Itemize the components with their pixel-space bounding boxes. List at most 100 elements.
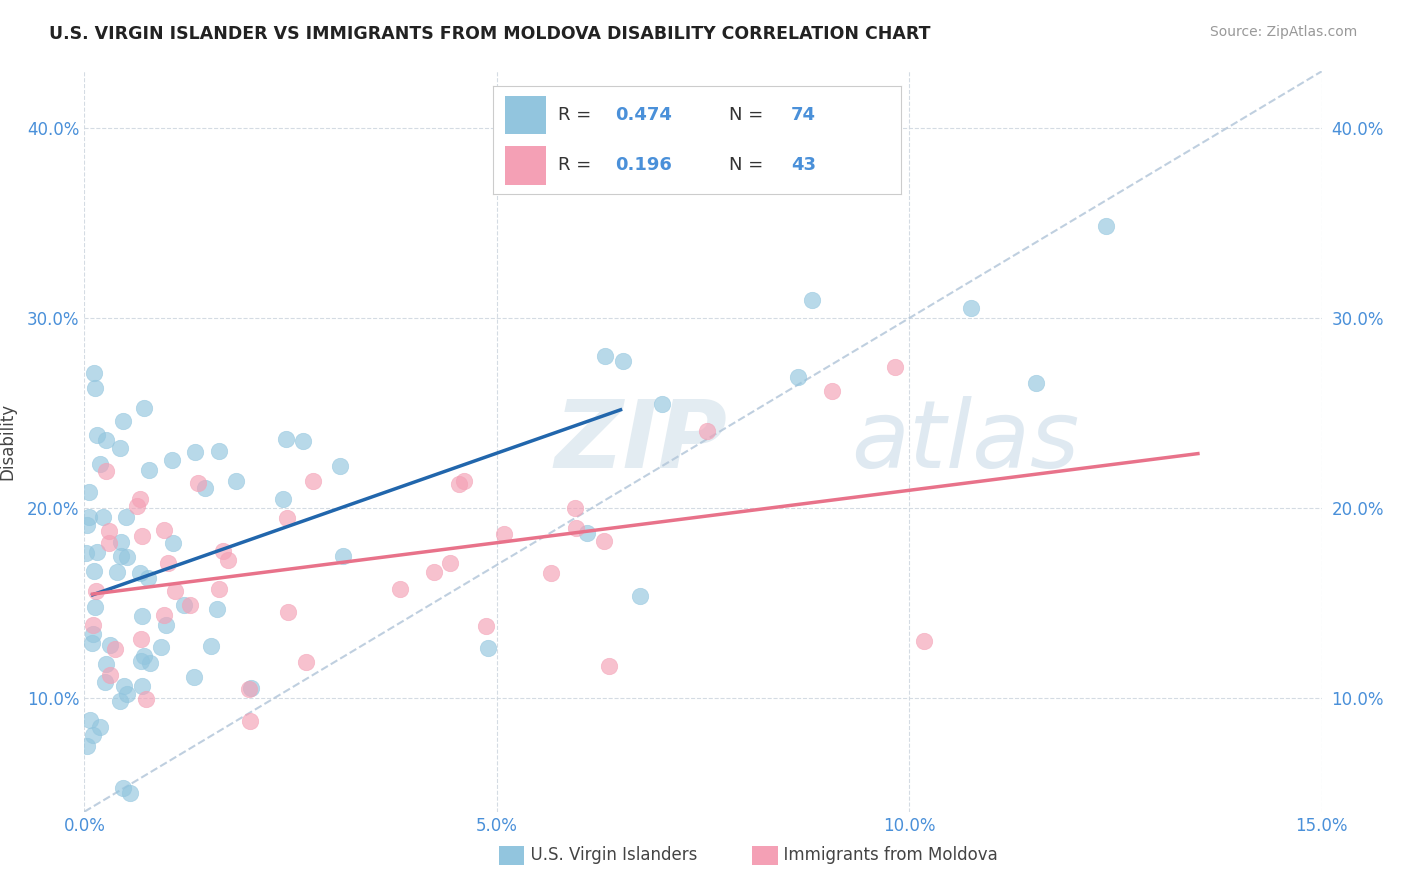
Point bbox=[494, 527, 516, 541]
Point bbox=[77, 484, 100, 499]
Text: U.S. Virgin Islanders: U.S. Virgin Islanders bbox=[520, 846, 697, 863]
Point bbox=[139, 656, 162, 670]
Point bbox=[422, 565, 444, 579]
Point bbox=[696, 424, 718, 438]
Point bbox=[75, 546, 97, 560]
Point bbox=[238, 681, 260, 696]
Point bbox=[91, 509, 114, 524]
Point bbox=[115, 550, 138, 565]
Point bbox=[883, 359, 905, 374]
Point bbox=[94, 657, 117, 672]
Point bbox=[98, 638, 121, 652]
Point bbox=[76, 518, 98, 533]
Point bbox=[136, 571, 159, 585]
Text: Source: ZipAtlas.com: Source: ZipAtlas.com bbox=[1209, 25, 1357, 39]
Point bbox=[239, 681, 262, 695]
Point bbox=[208, 582, 231, 596]
Point bbox=[295, 655, 318, 669]
Point bbox=[628, 590, 651, 604]
Point bbox=[162, 535, 184, 549]
Point bbox=[129, 491, 152, 506]
Point bbox=[153, 523, 176, 537]
Point bbox=[212, 543, 235, 558]
Point bbox=[104, 641, 127, 656]
Point bbox=[131, 679, 153, 693]
Point bbox=[131, 529, 153, 543]
Point bbox=[332, 549, 354, 564]
Point bbox=[277, 605, 299, 619]
Point bbox=[82, 626, 104, 640]
Point bbox=[82, 618, 104, 632]
Point bbox=[82, 729, 104, 743]
Point bbox=[129, 653, 152, 667]
Point bbox=[89, 721, 111, 735]
Point bbox=[112, 680, 135, 694]
Point bbox=[787, 152, 810, 166]
Point bbox=[173, 598, 195, 612]
Point bbox=[960, 301, 983, 315]
Point bbox=[83, 381, 105, 395]
Point bbox=[100, 667, 122, 681]
Point bbox=[97, 524, 120, 538]
Point bbox=[149, 640, 172, 654]
Point bbox=[76, 739, 98, 753]
Point bbox=[271, 491, 294, 506]
Point bbox=[89, 457, 111, 471]
Point bbox=[801, 293, 824, 307]
Point bbox=[80, 636, 103, 650]
Point bbox=[565, 520, 588, 534]
Text: U.S. VIRGIN ISLANDER VS IMMIGRANTS FROM MOLDOVA DISABILITY CORRELATION CHART: U.S. VIRGIN ISLANDER VS IMMIGRANTS FROM … bbox=[49, 25, 931, 43]
Point bbox=[474, 619, 496, 633]
Point bbox=[183, 670, 205, 684]
Point bbox=[239, 714, 262, 729]
Point bbox=[110, 534, 132, 549]
Point bbox=[301, 474, 323, 488]
Point bbox=[200, 639, 222, 653]
Point bbox=[157, 556, 180, 570]
Point bbox=[135, 691, 157, 706]
Point bbox=[83, 366, 105, 380]
Point bbox=[194, 481, 217, 495]
Point bbox=[184, 445, 207, 459]
Point bbox=[83, 600, 105, 615]
Point bbox=[120, 786, 142, 800]
Point bbox=[217, 553, 239, 567]
Point bbox=[125, 500, 148, 514]
Point bbox=[98, 536, 121, 550]
Point bbox=[1095, 219, 1118, 234]
Point bbox=[592, 533, 614, 548]
Point bbox=[79, 509, 101, 524]
Point bbox=[540, 566, 562, 581]
Point bbox=[94, 465, 117, 479]
Point bbox=[329, 459, 352, 474]
Point bbox=[134, 648, 156, 663]
Point bbox=[612, 354, 634, 368]
Point bbox=[110, 694, 132, 708]
Text: Immigrants from Moldova: Immigrants from Moldova bbox=[773, 846, 998, 863]
Point bbox=[131, 608, 153, 623]
Point bbox=[225, 474, 247, 488]
Point bbox=[96, 433, 118, 447]
Point bbox=[439, 556, 461, 570]
Point bbox=[86, 427, 108, 442]
Point bbox=[449, 476, 471, 491]
Point bbox=[115, 510, 138, 524]
Point bbox=[153, 608, 176, 623]
Point bbox=[138, 463, 160, 477]
Point bbox=[593, 349, 616, 363]
Point bbox=[912, 633, 935, 648]
Point bbox=[160, 452, 183, 467]
Y-axis label: Disability: Disability bbox=[0, 403, 15, 480]
Point bbox=[86, 545, 108, 559]
Point bbox=[477, 640, 499, 655]
Point bbox=[576, 526, 599, 541]
Point bbox=[564, 501, 586, 516]
Point bbox=[389, 582, 412, 596]
Point bbox=[163, 584, 186, 599]
Point bbox=[786, 370, 808, 384]
Point bbox=[155, 618, 177, 632]
Point bbox=[115, 687, 138, 701]
Point bbox=[134, 401, 156, 415]
Point bbox=[107, 565, 129, 579]
Point bbox=[131, 632, 153, 647]
